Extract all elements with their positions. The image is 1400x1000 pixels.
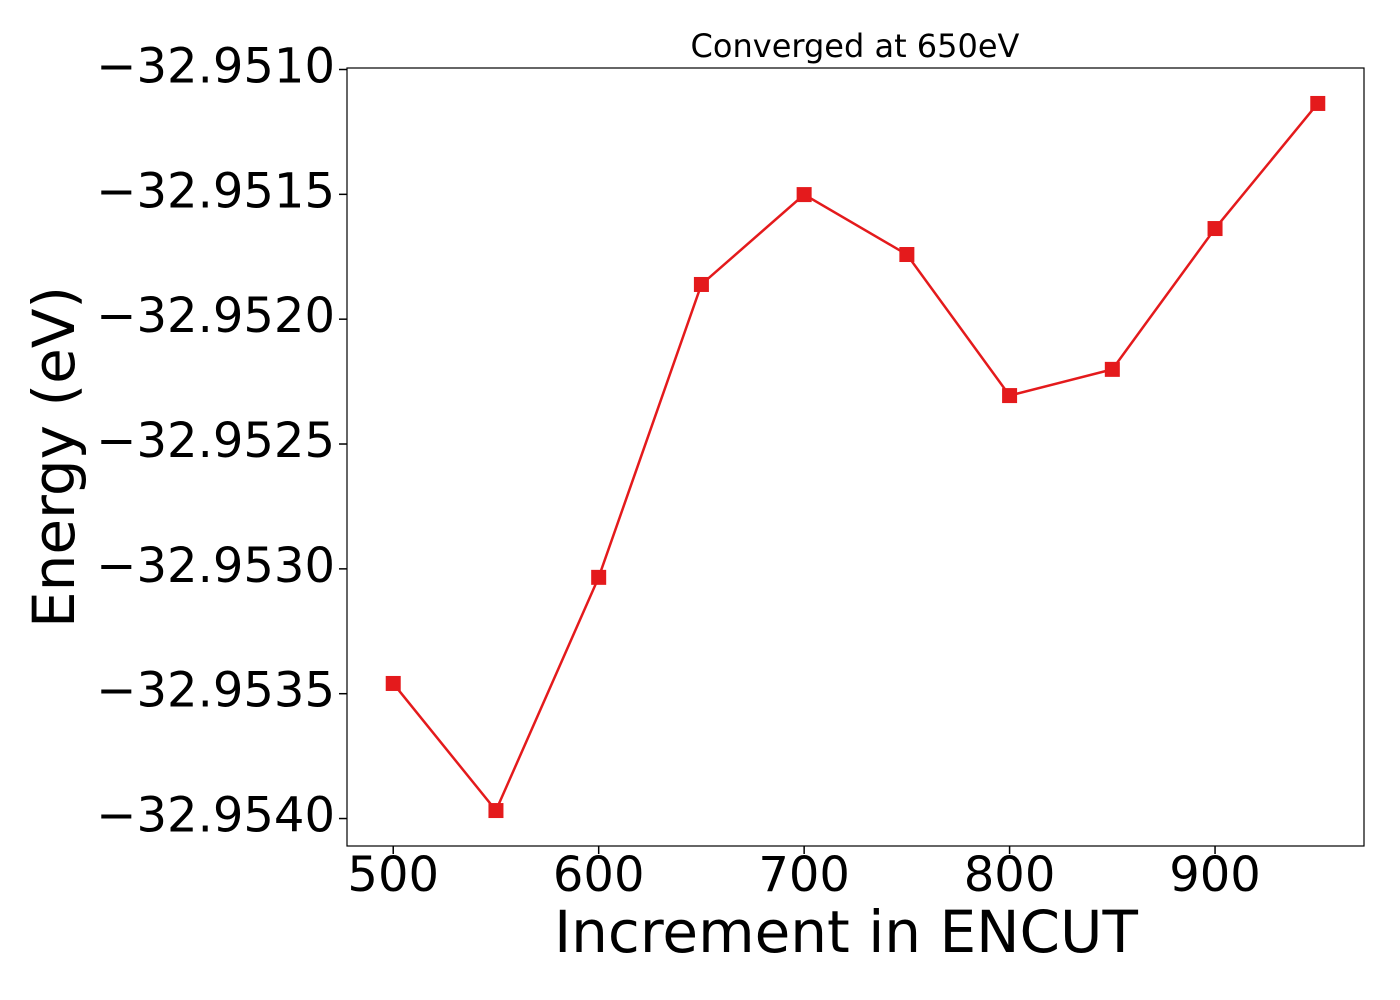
- x-tick-label: 800: [964, 847, 1056, 903]
- x-tick-label: 600: [553, 847, 645, 903]
- point-marker: [1207, 221, 1223, 237]
- point-marker: [1002, 388, 1018, 404]
- y-tick-label: −32.9525: [96, 413, 335, 469]
- series-line: [392, 102, 1319, 813]
- point-marker: [899, 247, 915, 263]
- y-tick-label: −32.9515: [96, 163, 335, 219]
- y-tick-label: −32.9530: [96, 538, 335, 594]
- point-marker: [385, 675, 401, 691]
- point-marker: [796, 187, 812, 203]
- y-tick-label: −32.9520: [96, 288, 335, 344]
- point-marker: [1104, 361, 1120, 377]
- x-axis-label: Increment in ENCUT: [554, 898, 1138, 966]
- point-marker: [693, 276, 709, 292]
- y-tick-label: −32.9540: [96, 788, 335, 844]
- point-marker: [1310, 95, 1326, 111]
- point-marker: [488, 803, 504, 819]
- x-tick-label: 900: [1169, 847, 1261, 903]
- x-tick-label: 700: [758, 847, 850, 903]
- x-tick-label: 500: [347, 847, 439, 903]
- point-marker: [591, 569, 607, 585]
- plot-frame: [346, 67, 1365, 847]
- y-tick-label: −32.9510: [96, 38, 335, 94]
- y-axis-label: Energy (eV): [20, 286, 88, 628]
- chart-title: Converged at 650eV: [691, 27, 1020, 65]
- y-tick-label: −32.9535: [96, 663, 335, 719]
